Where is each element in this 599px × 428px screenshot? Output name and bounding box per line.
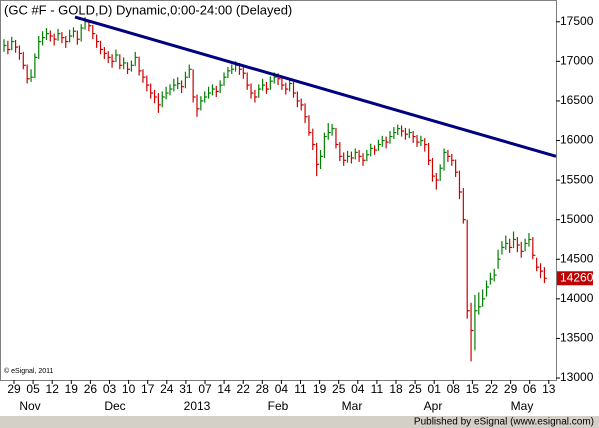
y-tick-label: 17500 [560,14,594,28]
x-tick-label: 29 [504,382,518,396]
last-price-box [557,271,593,286]
x-tick-label: 13 [542,382,556,396]
y-tick-label: 16500 [560,93,594,107]
plot-area [0,0,557,381]
footer-bar [0,416,599,428]
x-tick-label: 19 [65,382,79,396]
y-tick-label: 15500 [560,172,594,186]
x-tick-label: 04 [351,382,365,396]
x-month-label: 2013 [184,399,211,413]
y-tick-label: 15000 [560,212,594,226]
x-tick-label: 17 [141,382,155,396]
x-tick-label: 25 [408,382,422,396]
x-tick-label: 28 [256,382,270,396]
x-tick-label: 18 [389,382,403,396]
x-tick-label: 25 [332,382,346,396]
y-tick-label: 13500 [560,331,594,345]
x-tick-label: 31 [179,382,193,396]
x-tick-label: 14 [217,382,231,396]
x-month-label: Nov [19,399,40,413]
y-tick-label: 14000 [560,291,594,305]
x-tick-label: 01 [428,382,442,396]
trend-line [74,15,557,158]
x-tick-label: 12 [46,382,60,396]
y-tick-label: 17000 [560,54,594,68]
x-tick-label: 11 [371,382,384,396]
copyright: © eSignal, 2011 [4,367,54,375]
x-tick-label: 06 [523,382,537,396]
y-tick-label: 13000 [560,370,594,384]
x-tick-label: 05 [26,382,40,396]
chart-title: (GC #F - GOLD,D) Dynamic,0:00-24:00 (Del… [4,2,292,17]
x-tick-label: 29 [7,382,21,396]
x-month-label: Mar [342,399,363,413]
x-month-label: Feb [268,399,289,413]
x-month-label: May [511,399,534,413]
x-month-label: Dec [104,399,125,413]
x-tick-label: 19 [313,382,327,396]
x-tick-label: 07 [198,382,212,396]
x-tick-label: 22 [485,382,499,396]
x-tick-label: 22 [237,382,251,396]
x-tick-label: 11 [294,382,307,396]
x-tick-label: 10 [122,382,136,396]
y-tick-label: 14500 [560,251,594,265]
last-price-label: 14260 [560,270,594,284]
x-tick-label: 03 [103,382,117,396]
footer-text: Published by eSignal (www.esignal.com) [414,417,594,428]
x-tick-label: 26 [84,382,98,396]
y-tick-label: 16000 [560,133,594,147]
x-tick-label: 08 [447,382,461,396]
x-tick-label: 24 [160,382,174,396]
x-tick-label: 15 [466,382,480,396]
x-month-label: Apr [424,399,443,413]
x-tick-label: 04 [275,382,289,396]
